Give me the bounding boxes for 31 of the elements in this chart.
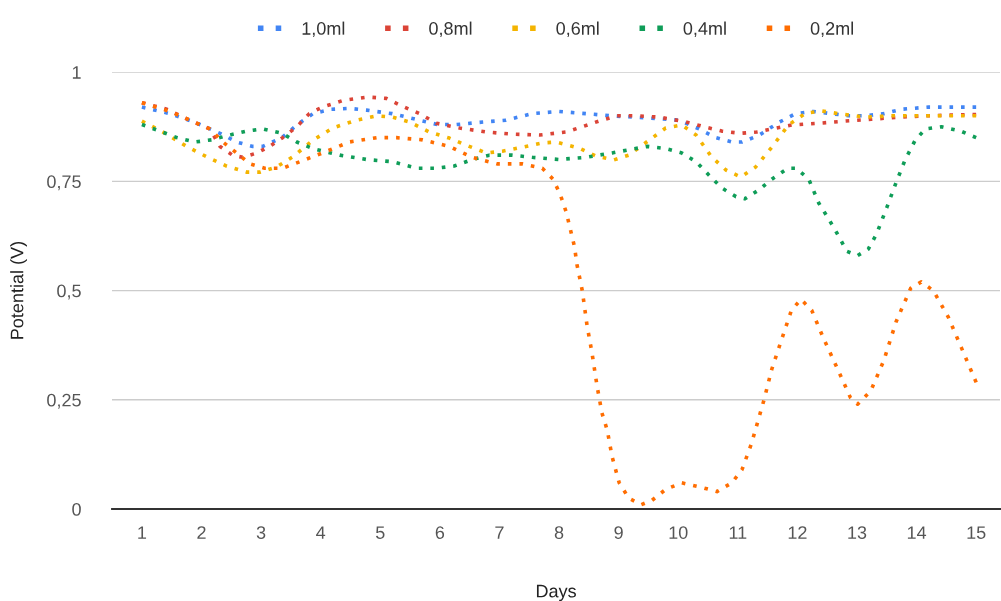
- x-tick-label: 8: [554, 526, 564, 539]
- line-series: [140, 100, 978, 507]
- y-axis-title: Potential (V): [10, 242, 27, 339]
- x-tick-label: 6: [435, 526, 445, 539]
- x-tick-label: 7: [495, 526, 504, 539]
- x-tick-label: 10: [669, 526, 688, 539]
- x-tick-label: 9: [614, 526, 623, 539]
- x-tick-label: 11: [729, 526, 747, 539]
- x-tick-label: 5: [375, 526, 385, 539]
- legend-label: 0,6ml: [556, 21, 599, 37]
- line-series: [140, 105, 978, 149]
- x-tick-label: 2: [197, 526, 206, 539]
- y-tick-label: 0,25: [47, 393, 81, 409]
- x-tick-label: 15: [967, 526, 986, 539]
- y-tick-label: 1: [72, 66, 81, 79]
- x-tick-label: 4: [316, 526, 326, 539]
- line-series: [140, 109, 978, 179]
- y-tick-label: 0,5: [57, 284, 81, 300]
- x-tick-label: 13: [848, 526, 867, 539]
- legend-label: 0,2ml: [810, 21, 853, 37]
- x-tick-label: 14: [907, 526, 927, 539]
- y-tick-label: 0: [72, 502, 81, 516]
- legend-label: 0,4ml: [683, 21, 726, 37]
- x-tick-label: 3: [256, 526, 266, 539]
- line-series: [140, 122, 978, 258]
- x-tick-label: 1: [138, 526, 147, 539]
- y-tick-label: 0,75: [47, 175, 81, 191]
- legend-label: 1,0ml: [302, 21, 345, 37]
- x-axis-title: Days: [536, 584, 576, 601]
- legend-label: 0,8ml: [429, 21, 472, 37]
- x-tick-label: 12: [788, 526, 807, 539]
